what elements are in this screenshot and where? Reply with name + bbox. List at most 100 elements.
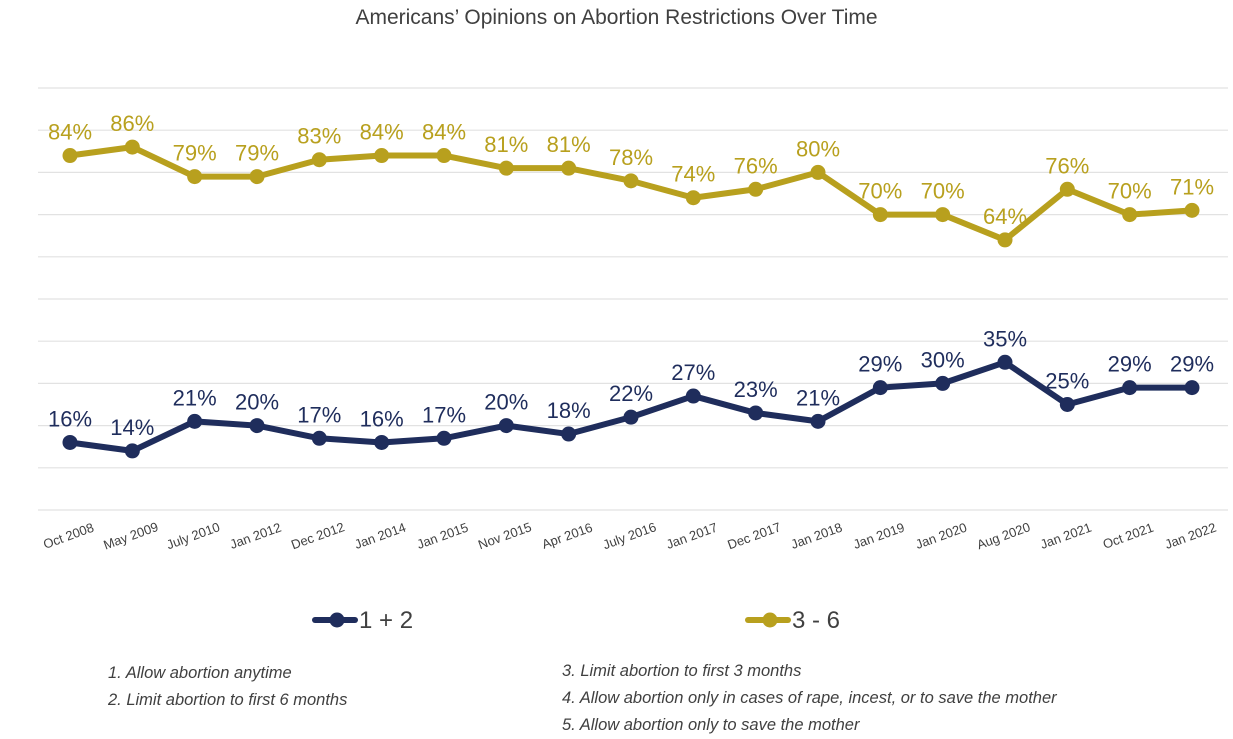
x-tick-label: Jan 2017: [664, 520, 719, 552]
data-label: 29%: [1170, 352, 1214, 377]
data-point: [62, 434, 78, 450]
data-point: [249, 418, 265, 434]
data-label: 35%: [983, 326, 1027, 351]
footnotes-right: 3. Limit abortion to first 3 months 4. A…: [562, 658, 1057, 739]
x-tick-label: Jan 2021: [1038, 520, 1093, 552]
x-tick-label: Dec 2012: [289, 519, 346, 552]
x-tick-label: Oct 2021: [1101, 520, 1156, 552]
data-point: [124, 443, 140, 459]
data-label: 21%: [173, 385, 217, 410]
data-label: 23%: [734, 377, 778, 402]
x-tick-label: Oct 2008: [41, 520, 96, 552]
data-point: [623, 409, 639, 425]
data-point: [1184, 380, 1200, 396]
data-label: 16%: [360, 406, 404, 431]
data-label: 80%: [796, 136, 840, 161]
data-label: 76%: [734, 153, 778, 178]
data-label: 81%: [547, 132, 591, 157]
data-label: 79%: [173, 141, 217, 166]
data-label: 14%: [110, 415, 154, 440]
data-label: 71%: [1170, 174, 1214, 199]
data-label: 17%: [297, 402, 341, 427]
legend-item: 1 + 2: [312, 607, 413, 634]
data-point: [124, 139, 140, 155]
data-label: 70%: [1108, 179, 1152, 204]
legend: 1 + 2 3 - 6: [312, 607, 840, 634]
chart-title: Americans’ Opinions on Abortion Restrict…: [355, 6, 878, 29]
data-point: [1184, 202, 1200, 218]
data-label: 79%: [235, 141, 279, 166]
data-point: [623, 173, 639, 189]
data-point: [1059, 397, 1075, 412]
data-point: [498, 160, 514, 176]
legend-swatch-marker: [762, 612, 778, 628]
data-point: [436, 430, 452, 446]
data-label: 29%: [858, 352, 902, 377]
data-label: 70%: [858, 179, 902, 204]
footnote: 1. Allow abortion anytime: [108, 664, 292, 682]
x-tick-label: Dec 2017: [725, 519, 782, 552]
data-label: 78%: [609, 145, 653, 170]
data-label: 64%: [983, 204, 1027, 229]
data-point: [872, 207, 888, 223]
data-point: [498, 418, 514, 434]
x-tick-label: Jan 2022: [1163, 520, 1218, 552]
data-label: 84%: [360, 120, 404, 145]
data-point: [810, 413, 826, 429]
data-label: 16%: [48, 406, 92, 431]
x-tick-label: Jan 2018: [789, 520, 844, 552]
data-label: 84%: [48, 120, 92, 145]
data-point: [311, 430, 327, 446]
footnote: 2. Limit abortion to first 6 months: [108, 691, 348, 709]
footnote: 4. Allow abortion only in cases of rape,…: [562, 689, 1057, 707]
footnote: 3. Limit abortion to first 3 months: [562, 662, 802, 680]
data-point: [561, 160, 577, 176]
data-label: 25%: [1045, 369, 1089, 394]
data-point: [997, 354, 1013, 370]
data-point: [997, 232, 1013, 248]
data-point: [311, 152, 327, 168]
series-2: 84% 86% 79% 79% 83% 84% 84% 81% 81% 78% 74% 76% 80% 7…: [48, 111, 1214, 248]
data-point: [374, 148, 390, 164]
legend-label: 3 - 6: [792, 607, 840, 634]
data-label: 81%: [484, 132, 528, 157]
x-tick-label: July 2016: [601, 519, 658, 552]
data-label: 83%: [297, 124, 341, 149]
x-tick-label: Apr 2016: [540, 520, 595, 552]
data-point: [561, 426, 577, 442]
data-point: [187, 169, 203, 185]
series-lines: 16% 14% 21% 20% 17% 16% 17% 20% 18% 22% 27% 23% 21% 2…: [48, 111, 1214, 459]
data-point: [1122, 380, 1138, 396]
x-axis-ticks: Oct 2008 May 2009 July 2010 Jan 2012 Dec 201…: [41, 519, 1218, 553]
data-point: [436, 148, 452, 164]
data-label: 17%: [422, 402, 466, 427]
data-point: [935, 207, 951, 223]
legend-label: 1 + 2: [359, 607, 413, 634]
data-point: [810, 164, 826, 180]
data-label: 21%: [796, 385, 840, 410]
data-label: 30%: [921, 347, 965, 372]
data-label: 74%: [671, 162, 715, 187]
legend-swatch-marker: [329, 612, 345, 628]
x-tick-label: Jan 2019: [851, 520, 906, 552]
data-point: [748, 405, 764, 421]
gridlines: [38, 87, 1228, 511]
x-tick-label: Jan 2012: [228, 520, 283, 552]
data-label: 27%: [671, 360, 715, 385]
data-point: [685, 190, 701, 206]
x-tick-label: Jan 2015: [415, 520, 470, 552]
x-tick-label: Jan 2020: [913, 520, 968, 552]
data-label: 22%: [609, 381, 653, 406]
data-point: [1122, 207, 1138, 223]
data-label: 84%: [422, 120, 466, 145]
data-label: 20%: [484, 390, 528, 415]
data-label: 18%: [547, 398, 591, 423]
data-label: 70%: [921, 179, 965, 204]
data-point: [935, 375, 951, 391]
legend-item: 3 - 6: [745, 607, 840, 634]
data-label: 29%: [1108, 352, 1152, 377]
data-point: [872, 380, 888, 396]
x-tick-label: Jan 2014: [352, 520, 407, 552]
x-tick-label: Nov 2015: [476, 519, 533, 552]
data-label: 76%: [1045, 153, 1089, 178]
